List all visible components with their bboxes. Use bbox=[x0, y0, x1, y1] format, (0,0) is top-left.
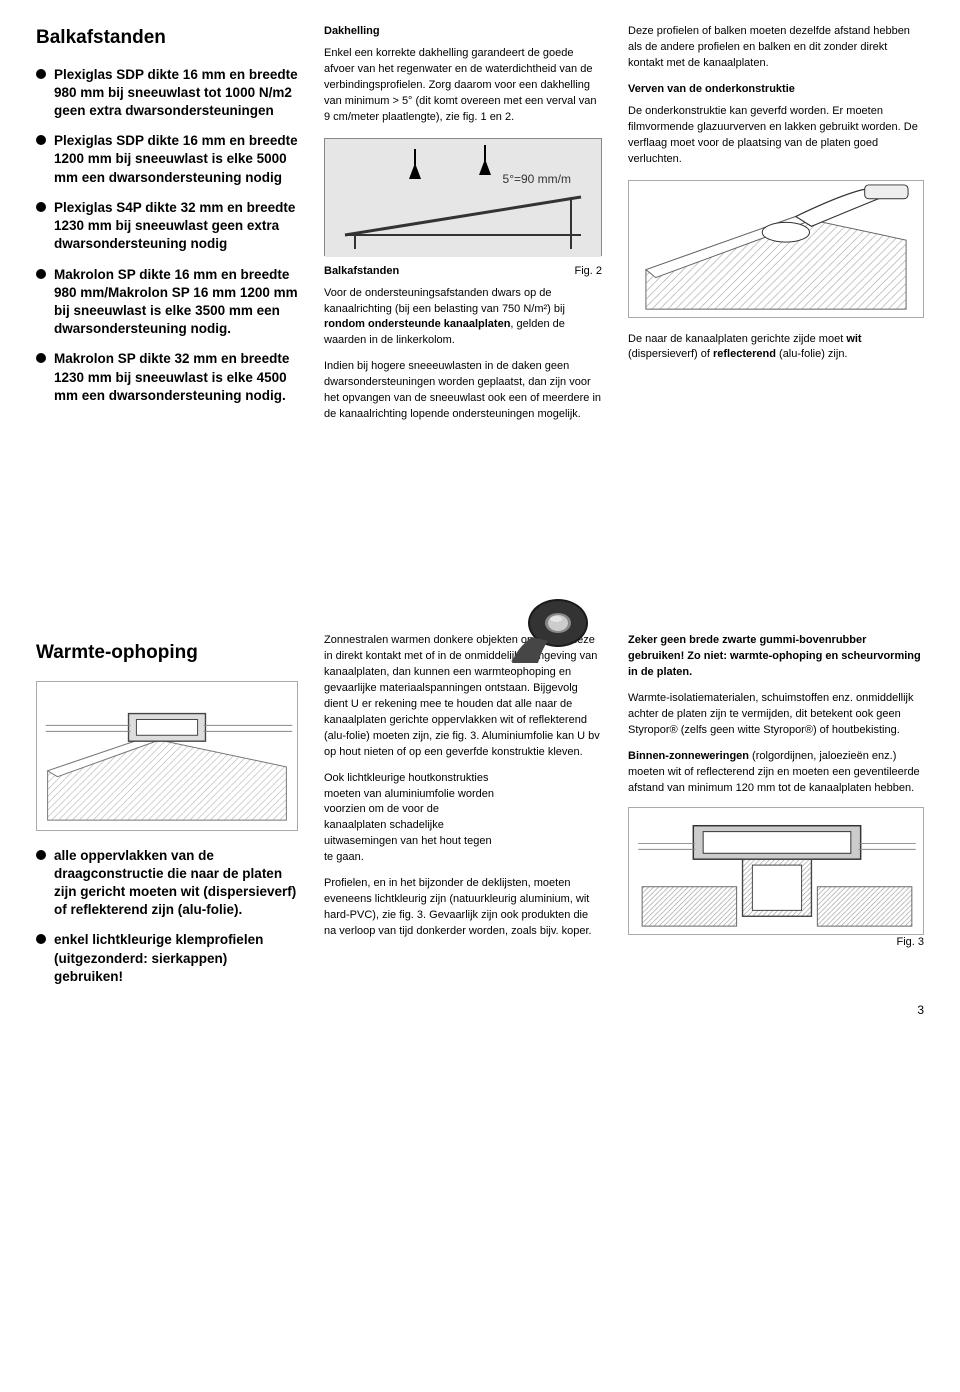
bullet-text: Plexiglas S4P dikte 32 mm en breedte 123… bbox=[54, 199, 298, 254]
figure-paint-brush bbox=[628, 180, 924, 318]
bullet-icon bbox=[36, 934, 46, 944]
para-hout: Ook lichtkleurige houtkonstrukties moete… bbox=[324, 771, 602, 867]
bullet-list-warmte: alle oppervlakken van de draagconstructi… bbox=[36, 847, 298, 987]
paint-brush-svg bbox=[629, 181, 923, 317]
profile-svg bbox=[629, 808, 923, 934]
para-balk1: Voor de ondersteuningsafstanden dwars op… bbox=[324, 286, 602, 350]
bullet-icon bbox=[36, 69, 46, 79]
para-profielen: Deze profielen of balken moeten dezelfde… bbox=[628, 24, 924, 72]
subhead-balkafstanden-2: Balkafstanden bbox=[324, 264, 399, 280]
figure-profile-cross-section bbox=[628, 807, 924, 935]
list-item: enkel lichtkleurige klemprofielen (uitge… bbox=[36, 931, 298, 986]
bullet-text: enkel lichtkleurige klemprofielen (uitge… bbox=[54, 931, 298, 986]
fig3-caption: Fig. 3 bbox=[628, 935, 924, 951]
subhead-verven: Verven van de onderkonstruktie bbox=[628, 82, 924, 98]
list-item: Makrolon SP dikte 32 mm en breedte 1230 … bbox=[36, 350, 298, 405]
bullet-list-balk: Plexiglas SDP dikte 16 mm en breedte 980… bbox=[36, 66, 298, 406]
col-left-2: Warmte-ophoping alle o bbox=[36, 633, 298, 998]
list-item: Plexiglas SDP dikte 16 mm en breedte 120… bbox=[36, 132, 298, 187]
subhead-dakhelling: Dakhelling bbox=[324, 24, 602, 40]
warmte-svg bbox=[37, 682, 297, 830]
figure-warmte-cross-section bbox=[36, 681, 298, 831]
col-right-2: Zeker geen brede zwarte gummi-bovenrubbe… bbox=[628, 633, 924, 998]
figure-slope-diagram: 5°=90 mm/m bbox=[324, 138, 602, 256]
para-verven: De onderkonstruktie kan geverfd worden. … bbox=[628, 104, 924, 168]
bullet-icon bbox=[36, 202, 46, 212]
list-item: alle oppervlakken van de draagconstructi… bbox=[36, 847, 298, 920]
col-right: Deze profielen of balken moeten dezelfde… bbox=[628, 24, 924, 433]
para-after-illus: De naar de kanaalplaten gerichte zijde m… bbox=[628, 332, 924, 364]
list-item: Plexiglas S4P dikte 32 mm en breedte 123… bbox=[36, 199, 298, 254]
para-dakhelling: Enkel een korrekte dakhelling garandeert… bbox=[324, 46, 602, 126]
para-zeker: Zeker geen brede zwarte gummi-bovenrubbe… bbox=[628, 633, 924, 681]
tape-roll-svg bbox=[510, 589, 598, 667]
col-left: Balkafstanden Plexiglas SDP dikte 16 mm … bbox=[36, 24, 298, 433]
para-isolatie: Warmte-isolatiematerialen, schuimstoffen… bbox=[628, 691, 924, 739]
para-balk2: Indien bij hogere sneeeuwlasten in de da… bbox=[324, 359, 602, 423]
col-middle: Dakhelling Enkel een korrekte dakhelling… bbox=[324, 24, 602, 433]
list-item: Makrolon SP dikte 16 mm en breedte 980 m… bbox=[36, 266, 298, 339]
fig2-caption: Fig. 2 bbox=[574, 264, 602, 286]
page-number: 3 bbox=[36, 1002, 924, 1019]
list-item: Plexiglas SDP dikte 16 mm en breedte 980… bbox=[36, 66, 298, 121]
fig-inside-label: 5°=90 mm/m bbox=[503, 171, 571, 188]
fig-caption-row: Balkafstanden Fig. 2 bbox=[324, 264, 602, 286]
bullet-text: Makrolon SP dikte 32 mm en breedte 1230 … bbox=[54, 350, 298, 405]
bullet-text: Makrolon SP dikte 16 mm en breedte 980 m… bbox=[54, 266, 298, 339]
slope-diagram-svg bbox=[325, 139, 601, 257]
bullet-text: alle oppervlakken van de draagconstructi… bbox=[54, 847, 298, 920]
section-warmte: Warmte-ophoping alle o bbox=[36, 633, 924, 998]
col-middle-2: Zonnestralen warmen donkere objekten op.… bbox=[324, 633, 602, 998]
para-profielen2: Profielen, en in het bijzonder de deklij… bbox=[324, 876, 602, 940]
figure-tape-roll bbox=[510, 589, 598, 667]
bullet-icon bbox=[36, 269, 46, 279]
bullet-text: Plexiglas SDP dikte 16 mm en breedte 120… bbox=[54, 132, 298, 187]
bullet-icon bbox=[36, 850, 46, 860]
bullet-text: Plexiglas SDP dikte 16 mm en breedte 980… bbox=[54, 66, 298, 121]
heading-warmte: Warmte-ophoping bbox=[36, 639, 298, 667]
section-balkafstanden: Balkafstanden Plexiglas SDP dikte 16 mm … bbox=[36, 24, 924, 433]
bullet-icon bbox=[36, 353, 46, 363]
bullet-icon bbox=[36, 135, 46, 145]
para-binnen: Binnen-zonneweringen (rolgordijnen, jalo… bbox=[628, 749, 924, 797]
heading-balkafstanden: Balkafstanden bbox=[36, 24, 298, 52]
